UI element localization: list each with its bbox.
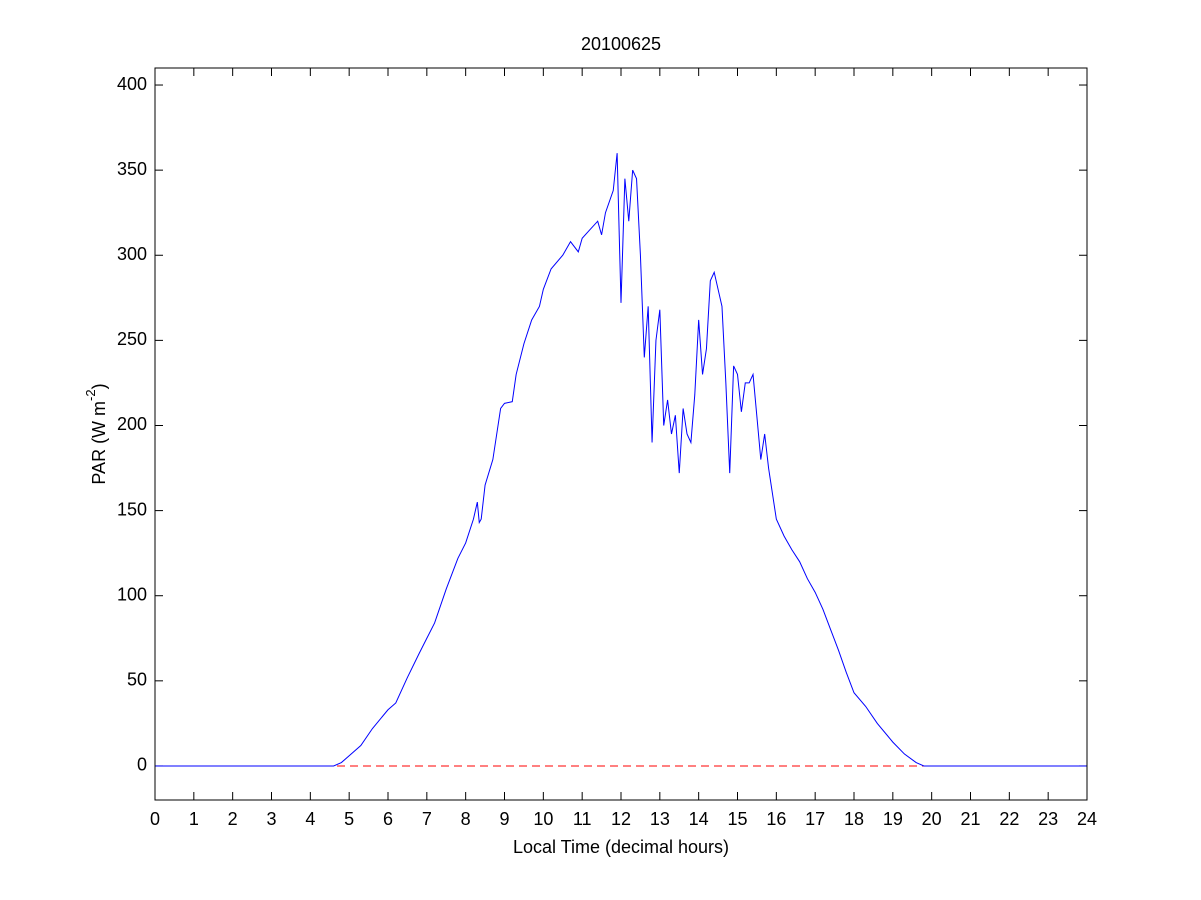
x-tick-label: 24: [1077, 809, 1097, 829]
x-tick-label: 19: [883, 809, 903, 829]
x-tick-label: 1: [189, 809, 199, 829]
x-axis-label: Local Time (decimal hours): [513, 837, 729, 857]
x-tick-label: 15: [727, 809, 747, 829]
x-tick-label: 7: [422, 809, 432, 829]
y-tick-label: 400: [117, 74, 147, 94]
x-tick-label: 8: [461, 809, 471, 829]
x-tick-label: 10: [533, 809, 553, 829]
y-label-sup: -2: [83, 389, 98, 401]
y-tick-label: 300: [117, 244, 147, 264]
y-tick-label: 350: [117, 159, 147, 179]
x-tick-label: 3: [266, 809, 276, 829]
x-tick-label: 9: [499, 809, 509, 829]
x-tick-label: 2: [228, 809, 238, 829]
data-line: [155, 153, 1087, 767]
x-tick-label: 17: [805, 809, 825, 829]
y-label-main: PAR (W m: [89, 401, 109, 485]
x-tick-label: 22: [999, 809, 1019, 829]
chart-title: 20100625: [581, 34, 661, 54]
x-tick-label: 18: [844, 809, 864, 829]
y-tick-label: 50: [127, 670, 147, 690]
y-axis-label: PAR (W m-2): [83, 383, 108, 484]
plot-frame: [154, 67, 1088, 801]
y-label-tail: ): [89, 383, 109, 389]
x-tick-label: 14: [689, 809, 709, 829]
x-tick-label: 16: [766, 809, 786, 829]
y-tick-label: 250: [117, 329, 147, 349]
x-tick-label: 5: [344, 809, 354, 829]
x-tick-label: 21: [960, 809, 980, 829]
x-tick-label: 11: [573, 809, 592, 829]
x-tick-label: 4: [305, 809, 315, 829]
y-tick-label: 0: [137, 755, 147, 775]
y-tick-label: 150: [117, 499, 147, 519]
x-tick-label: 6: [383, 809, 393, 829]
x-tick-label: 12: [611, 809, 631, 829]
x-tick-label: 0: [150, 809, 160, 829]
y-tick-label: 100: [117, 584, 147, 604]
x-tick-label: 23: [1038, 809, 1058, 829]
x-tick-label: 20: [922, 809, 942, 829]
x-tick-label: 13: [650, 809, 670, 829]
y-tick-label: 200: [117, 414, 147, 434]
